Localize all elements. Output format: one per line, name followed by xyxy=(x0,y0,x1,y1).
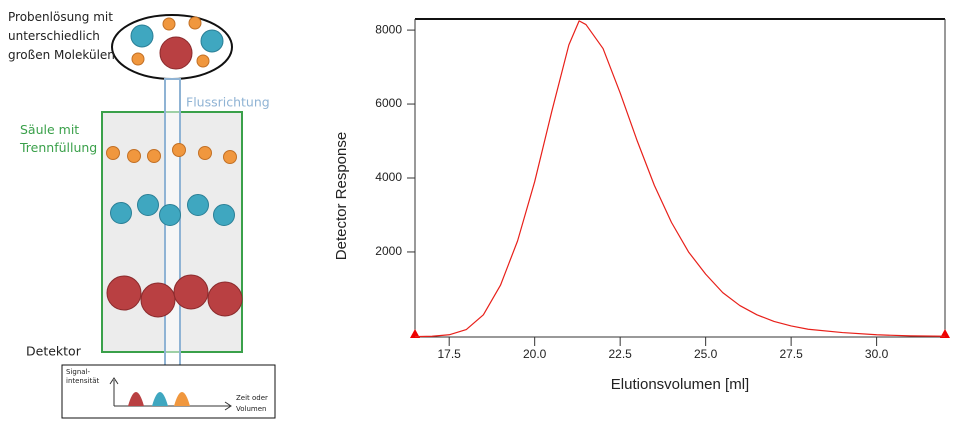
text-line: Trennfüllung xyxy=(19,140,97,155)
signal-peak xyxy=(152,392,168,406)
diagram: Probenlösung mit unterschiedlich großen … xyxy=(8,10,276,419)
sample-label: Probenlösung mit unterschiedlich großen … xyxy=(8,10,117,62)
molecule xyxy=(162,17,176,31)
text-line: Säule mit xyxy=(20,122,79,137)
chart: Elutionsvolumen [ml] Detector Response 2… xyxy=(333,18,950,393)
signal-label: Signal- intensität xyxy=(66,368,99,385)
molecule xyxy=(159,36,193,70)
x-tick-label: 17.5 xyxy=(438,347,462,361)
text-line: großen Molekülen xyxy=(8,48,115,62)
axis-end-marker xyxy=(410,329,420,338)
signal-axes xyxy=(109,377,232,411)
signal-peak xyxy=(128,392,144,406)
molecule xyxy=(188,16,202,30)
y-tick-label: 6000 xyxy=(375,96,402,110)
text-line: Zeit oder xyxy=(236,394,268,402)
column-label: Säule mit Trennfüllung xyxy=(19,122,97,155)
large-molecules xyxy=(106,274,243,318)
signal-peak xyxy=(174,392,190,406)
data-line xyxy=(414,20,946,338)
x-tick-label: 25.0 xyxy=(694,347,718,361)
y-tick-label: 2000 xyxy=(375,244,402,258)
x-axis-label: Elutionsvolumen [ml] xyxy=(611,376,749,393)
text-line: Probenlösung mit xyxy=(8,10,113,24)
y-tick-label: 8000 xyxy=(375,22,402,36)
detector-box xyxy=(61,364,276,419)
x-tick-label: 30.0 xyxy=(865,347,889,361)
text-line: intensität xyxy=(66,377,99,385)
text-line: Signal- xyxy=(66,368,91,376)
detector-label: Detektor xyxy=(26,344,82,359)
molecule xyxy=(196,54,210,68)
molecule xyxy=(200,29,224,53)
text-line: unterschiedlich xyxy=(8,29,100,43)
x-tick-label: 20.0 xyxy=(523,347,547,361)
medium-molecules xyxy=(110,194,235,226)
flow-label: Flussrichtung xyxy=(186,95,270,110)
molecule xyxy=(131,52,145,66)
small-molecules xyxy=(106,143,237,164)
time-label: Zeit oder Volumen xyxy=(236,394,270,413)
y-axis-label: Detector Response xyxy=(333,132,350,260)
y-tick-label: 4000 xyxy=(375,170,402,184)
x-tick-label: 27.5 xyxy=(779,347,803,361)
molecule xyxy=(130,24,154,48)
text-line: Volumen xyxy=(236,405,266,413)
x-tick-label: 22.5 xyxy=(608,347,632,361)
